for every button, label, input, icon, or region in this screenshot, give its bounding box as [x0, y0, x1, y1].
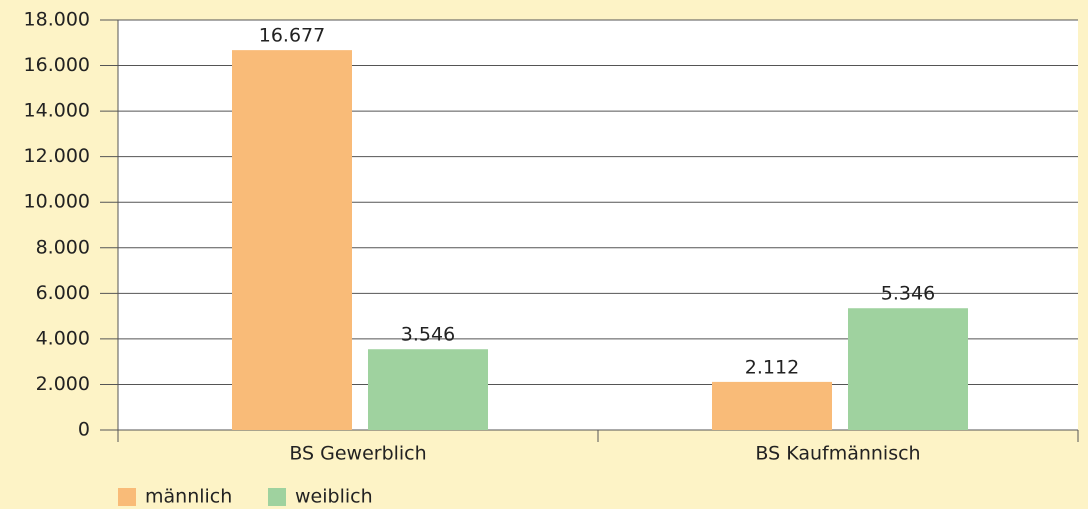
bar	[848, 308, 968, 430]
bar	[368, 349, 488, 430]
legend-swatch	[118, 488, 136, 506]
bar	[232, 50, 352, 430]
y-tick-label: 4.000	[36, 327, 90, 349]
y-tick-label: 10.000	[24, 191, 90, 213]
y-tick-label: 2.000	[36, 373, 90, 395]
x-tick-label: BS Gewerblich	[289, 443, 426, 465]
y-tick-label: 14.000	[24, 100, 90, 122]
y-tick-label: 18.000	[24, 9, 90, 31]
bar	[712, 381, 832, 430]
data-label: 2.112	[745, 356, 799, 378]
legend-label: weiblich	[295, 486, 373, 508]
y-tick-label: 6.000	[36, 282, 90, 304]
x-tick-label: BS Kaufmännisch	[755, 443, 920, 465]
legend-label: männlich	[145, 486, 232, 508]
data-label: 5.346	[881, 283, 935, 305]
data-label: 16.677	[259, 25, 325, 47]
data-label: 3.546	[401, 324, 455, 346]
y-tick-label: 8.000	[36, 236, 90, 258]
legend-swatch	[268, 488, 286, 506]
y-tick-label: 12.000	[24, 145, 90, 167]
y-tick-label: 16.000	[24, 54, 90, 76]
y-tick-label: 0	[78, 419, 90, 441]
